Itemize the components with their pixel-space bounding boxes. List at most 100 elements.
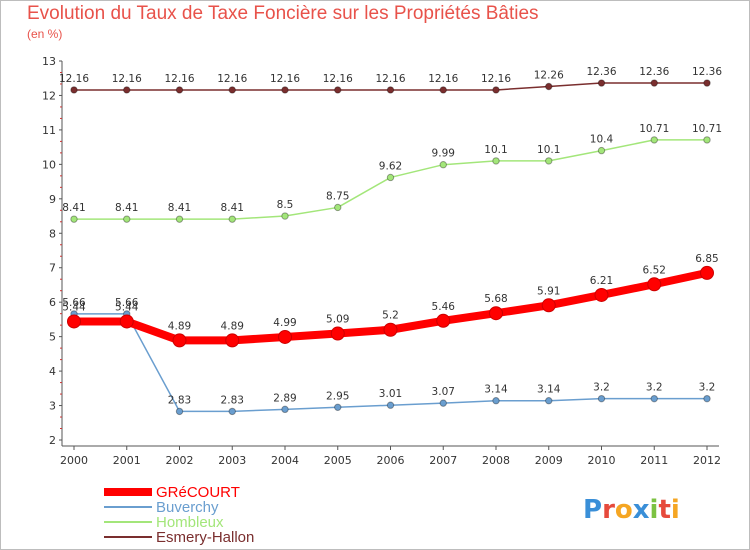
data-point-gr-court: [541, 298, 556, 313]
data-point-esmery-hallon: [334, 86, 342, 94]
data-label-buverchy: 3.2: [593, 382, 610, 394]
data-label-hombleux: 8.41: [168, 202, 191, 214]
data-point-hombleux: [175, 215, 184, 223]
data-label-esmery-hallon: 12.36: [692, 66, 722, 78]
logo-letter: o: [615, 495, 633, 525]
logo-letter: t: [658, 495, 670, 525]
y-tick-label: 10: [42, 158, 56, 171]
data-point-gr-court: [700, 265, 714, 280]
data-label-hombleux: 9.99: [432, 148, 455, 160]
data-point-gr-court: [594, 287, 609, 302]
data-point-gr-court: [330, 326, 345, 341]
data-point-buverchy: [439, 399, 447, 407]
data-point-esmery-hallon: [597, 79, 606, 87]
y-tick-label: 8: [49, 227, 56, 240]
data-label-hombleux: 9.62: [379, 160, 402, 172]
data-point-gr-court: [172, 333, 187, 348]
data-point-esmery-hallon: [281, 86, 289, 94]
data-point-buverchy: [228, 407, 236, 416]
legend-label-esmery-hallon: Esmery-Hallon: [156, 529, 254, 546]
data-point-esmery-hallon: [439, 86, 447, 94]
data-point-gr-court: [119, 314, 134, 329]
data-label-esmery-hallon: 12.16: [59, 73, 89, 85]
data-label-esmery-hallon: 12.26: [534, 69, 564, 81]
data-point-gr-court: [67, 314, 81, 329]
data-point-hombleux: [650, 136, 658, 144]
data-point-gr-court: [383, 322, 398, 337]
proxiti-logo: Proxiti: [583, 495, 680, 525]
data-label-gr-court: 6.21: [590, 275, 613, 287]
y-tick-label: 12: [42, 89, 56, 102]
x-tick-label: 2005: [324, 454, 352, 467]
data-label-hombleux: 10.1: [484, 144, 507, 156]
data-label-gr-court: 5.44: [115, 301, 139, 313]
data-label-hombleux: 10.1: [537, 144, 560, 156]
data-point-esmery-hallon: [228, 86, 236, 94]
y-tick-label: 5: [49, 331, 56, 344]
data-label-esmery-hallon: 12.16: [164, 73, 194, 85]
logo-letter: i: [650, 495, 659, 525]
y-tick-label: 4: [49, 365, 56, 378]
data-label-gr-court: 4.99: [273, 317, 296, 329]
data-point-buverchy: [386, 401, 395, 409]
x-tick-label: 2007: [429, 454, 457, 467]
data-label-esmery-hallon: 12.36: [639, 66, 669, 78]
data-label-hombleux: 10.71: [692, 123, 722, 135]
data-label-esmery-hallon: 12.16: [428, 73, 458, 85]
x-tick-label: 2012: [693, 454, 721, 467]
data-label-hombleux: 8.41: [115, 202, 138, 214]
data-label-gr-court: 5.91: [537, 285, 560, 297]
data-label-buverchy: 3.07: [432, 386, 455, 398]
data-label-buverchy: 2.89: [273, 392, 296, 404]
data-point-hombleux: [281, 212, 289, 220]
y-tick-label: 3: [49, 400, 56, 413]
data-point-esmery-hallon: [703, 79, 711, 87]
data-point-gr-court: [436, 313, 451, 328]
data-label-buverchy: 2.83: [221, 394, 244, 406]
data-point-hombleux: [70, 215, 78, 223]
data-label-hombleux: 10.4: [590, 134, 614, 146]
legend-label-gr-court: GRéCOURT: [156, 484, 240, 501]
data-label-gr-court: 4.89: [168, 320, 191, 332]
data-point-hombleux: [228, 215, 236, 223]
logo-letter: r: [602, 495, 615, 525]
x-tick-label: 2009: [535, 454, 563, 467]
data-point-hombleux: [334, 203, 342, 212]
y-tick-label: 2: [49, 434, 56, 447]
data-point-esmery-hallon: [492, 86, 500, 94]
data-point-buverchy: [175, 407, 184, 416]
data-point-buverchy: [703, 394, 711, 403]
y-tick-label: 9: [49, 193, 56, 206]
x-tick-label: 2011: [640, 454, 668, 467]
y-tick-label: 6: [49, 296, 56, 309]
x-tick-label: 2008: [482, 454, 510, 467]
data-point-hombleux: [386, 173, 395, 182]
data-label-gr-court: 6.52: [643, 264, 666, 276]
data-point-buverchy: [545, 397, 553, 405]
chart-title: Evolution du Taux de Taxe Foncière sur l…: [27, 3, 539, 24]
y-tick-label: 7: [49, 262, 56, 275]
data-label-hombleux: 8.75: [326, 190, 349, 202]
data-point-esmery-hallon: [650, 79, 658, 87]
data-label-buverchy: 3.14: [484, 384, 508, 396]
data-label-esmery-hallon: 12.36: [586, 66, 616, 78]
data-point-buverchy: [597, 394, 606, 403]
data-point-esmery-hallon: [70, 86, 78, 94]
legend-label-buverchy: Buverchy: [156, 499, 219, 516]
data-point-buverchy: [281, 405, 289, 414]
data-label-gr-court: 5.44: [62, 301, 86, 313]
data-label-buverchy: 5.66: [115, 297, 139, 309]
data-label-buverchy: 3.14: [537, 384, 561, 396]
data-point-esmery-hallon: [545, 82, 553, 91]
x-tick-label: 2001: [113, 454, 141, 467]
data-label-buverchy: 3.2: [699, 382, 716, 394]
x-tick-label: 2010: [588, 454, 616, 467]
data-point-gr-court: [278, 329, 292, 344]
data-point-esmery-hallon: [175, 86, 184, 94]
data-label-esmery-hallon: 12.16: [270, 73, 300, 85]
data-point-hombleux: [123, 215, 131, 223]
data-label-buverchy: 2.95: [326, 390, 349, 402]
data-point-esmery-hallon: [386, 86, 395, 94]
data-point-hombleux: [597, 146, 606, 155]
legend-label-hombleux: Hombleux: [156, 514, 224, 531]
